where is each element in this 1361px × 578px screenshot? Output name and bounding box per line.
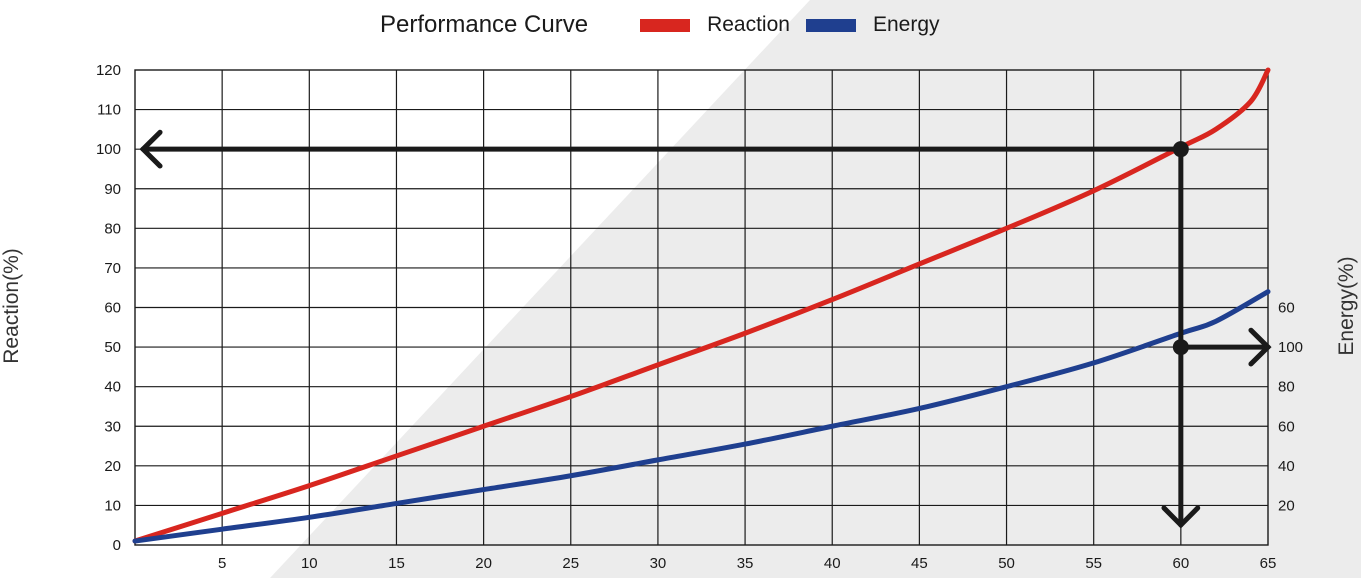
- y-tick-label: 60: [104, 300, 121, 317]
- y2-tick-label: 40: [1278, 458, 1295, 475]
- y2-tick-label: 80: [1278, 379, 1295, 396]
- x-tick-label: 60: [1173, 555, 1190, 572]
- chart-title: Performance Curve: [380, 11, 589, 38]
- y-tick-label: 70: [104, 260, 121, 277]
- series: [132, 67, 1271, 544]
- y-tick-label: 20: [104, 458, 121, 475]
- annotations: [139, 129, 1272, 529]
- x-tick-label: 15: [388, 555, 405, 572]
- y-tick-labels: 0 10 20 30 40 50 60 70 80 90 100 110 120: [96, 62, 121, 554]
- x-tick-label: 30: [650, 555, 667, 572]
- y2-tick-label: 20: [1278, 497, 1295, 514]
- x-tick-label: 35: [737, 555, 754, 572]
- x-tick-label: 45: [911, 555, 928, 572]
- arrow-head: [1161, 505, 1201, 529]
- y-tick-label: 80: [104, 220, 121, 237]
- x-tick-label: 65: [1260, 555, 1277, 572]
- legend-item-energy: Energy: [805, 13, 940, 37]
- x-tick-labels: 5 10 15 20 25 30 35 40 45 50 55 60 65: [218, 555, 1276, 572]
- x-tick-label: 55: [1085, 555, 1102, 572]
- x-tick-label: 20: [475, 555, 492, 572]
- grid: [134, 69, 1269, 546]
- annotation-point: [1172, 339, 1189, 356]
- y-tick-label: 10: [104, 497, 121, 514]
- y-tick-label: 40: [104, 379, 121, 396]
- series-line-reaction: [132, 67, 1271, 544]
- x-tick-label: 50: [998, 555, 1015, 572]
- series-line-energy: [132, 289, 1271, 544]
- y-tick-label: 0: [113, 537, 121, 554]
- legend-label-reaction: Reaction: [707, 13, 790, 36]
- y2-tick-label: 100: [1278, 339, 1303, 356]
- y2-tick-label: 60: [1278, 300, 1295, 317]
- legend-swatch-reaction: [640, 18, 691, 32]
- y-tick-label: 120: [96, 62, 121, 79]
- x-tick-label: 10: [301, 555, 318, 572]
- x-tick-label: 25: [562, 555, 579, 572]
- y-tick-label: 30: [104, 418, 121, 435]
- y2-tick-labels: 20 40 60 80 100 60: [1278, 300, 1303, 515]
- legend-swatch-energy: [805, 18, 856, 32]
- chart-header: Performance Curve Reaction Energy: [380, 10, 956, 40]
- arrow-head: [1248, 327, 1272, 367]
- x-tick-label: 40: [824, 555, 841, 572]
- legend-label-energy: Energy: [872, 13, 940, 36]
- y-tick-label: 90: [104, 181, 121, 198]
- y-tick-label: 50: [104, 339, 121, 356]
- x-tick-label: 5: [218, 555, 226, 572]
- y2-tick-label: 60: [1278, 418, 1295, 435]
- y-tick-label: 110: [97, 102, 121, 119]
- annotation-point: [1172, 141, 1189, 158]
- legend-item-reaction: Reaction: [640, 13, 790, 37]
- arrow-head: [139, 129, 163, 169]
- y-tick-label: 100: [96, 141, 121, 158]
